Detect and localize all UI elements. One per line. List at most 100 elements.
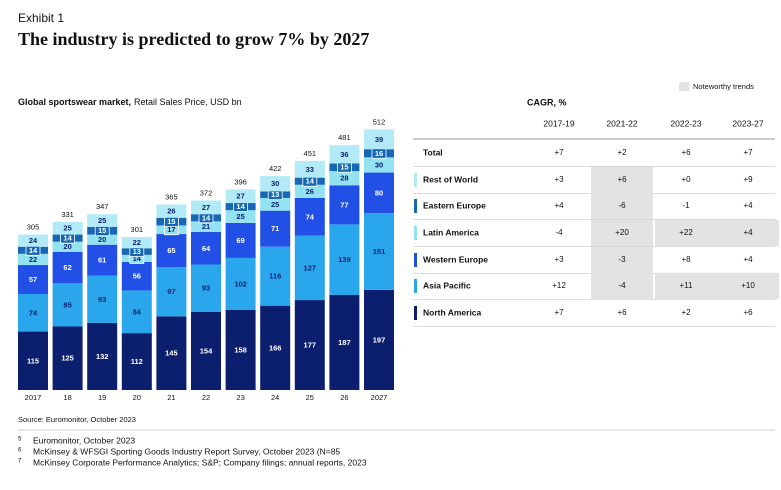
bar-segment [18,331,48,390]
segment-label: 93 [98,295,106,304]
bar-segment [260,197,291,211]
footnote-number: 5 [18,437,22,443]
segment-label: 22 [29,255,37,264]
segment-label: 14 [133,254,142,263]
cell: +12 [552,281,566,290]
bar-segment [156,267,187,317]
cell: -6 [618,201,626,210]
segment-label: 26 [306,187,314,196]
bar-segment [329,295,360,390]
segment-label: 115 [27,356,39,365]
x-tick-label: 20 [133,393,141,402]
cell: +0 [681,175,691,184]
cell: -1 [682,201,690,210]
bar-segment [121,333,152,390]
total-label: 481 [338,133,351,142]
footnote-text: McKinsey Corporate Performance Analytics… [33,457,367,467]
total-label: 396 [234,177,247,186]
bar-segment [18,265,48,294]
segment-label: 33 [306,165,314,174]
segment-label: 177 [304,341,317,350]
segment-label: 13 [271,190,279,199]
x-tick-label: 21 [167,393,175,402]
segment-label: 21 [202,222,210,231]
x-tick-label: 22 [202,393,210,402]
segment-label: 15 [98,226,106,235]
total-label: 372 [200,189,213,198]
cell: +4 [743,255,753,264]
cell: +22 [679,228,693,237]
bar-segment [121,237,152,249]
total-label: 365 [165,193,178,202]
bar-segment [52,241,83,252]
cell: +6 [617,308,627,317]
segment-label: 28 [340,174,348,183]
segment-label: 151 [373,247,386,256]
bar-segment [225,189,256,204]
exhibit-label: Exhibit 1 [18,11,64,25]
segment-label: 14 [29,246,38,255]
row-marker [414,226,417,240]
total-label: 301 [131,225,144,234]
bar-segment [52,326,83,390]
subtitle: Global sportswear market, Retail Sales Pr… [18,97,242,107]
segment-label: 132 [96,352,109,361]
segment-label: 61 [98,256,106,265]
row-label: Latin America [423,227,479,237]
highlight-cell [591,192,653,220]
bar-segment [225,222,256,258]
cell: +7 [743,148,753,157]
subtitle-rest: Retail Sales Price, USD bn [134,97,242,107]
bar-segment [18,234,48,247]
bar-segment [329,185,360,225]
footnote-number: 7 [18,459,22,465]
bar-segment [52,251,83,284]
total-label: 331 [61,210,74,219]
segment-label: 22 [133,238,141,247]
segment-label: 14 [306,177,315,186]
segment-label: 26 [167,207,175,216]
row-marker [414,253,417,267]
segment-label: 93 [202,284,210,293]
bar-segment [52,221,83,235]
row-marker [414,199,417,213]
column-header: 2017-19 [543,118,574,128]
legend-swatch [679,82,689,91]
segment-label: 25 [271,200,279,209]
bar-segment [260,305,291,390]
cell: -4 [618,281,626,290]
bar-segment [225,309,256,390]
highlight-cell [717,219,779,247]
segment-label: 64 [202,244,211,253]
x-tick-label: 25 [306,393,314,402]
segment-label: 125 [61,354,74,363]
cell: +7 [554,148,564,157]
row-label: Eastern Europe [423,200,486,210]
bar-segment [191,221,221,233]
segment-label: 139 [338,255,351,264]
highlight-cell [591,219,653,247]
bar-segment [156,316,187,390]
segment-label: 27 [236,192,244,201]
segment-label: 56 [133,272,141,281]
row-marker [414,306,417,320]
segment-label: 102 [234,279,247,288]
segment-label: 187 [338,338,351,347]
bar-segment [191,200,221,215]
segment-label: 20 [98,235,106,244]
cell: -3 [618,255,626,264]
bar-segment [191,311,221,390]
cell: +2 [681,308,691,317]
row-marker [414,173,417,187]
bar-segment [87,214,118,227]
bar-segment [191,232,221,265]
segment-label: 30 [375,160,383,169]
segment-label: 71 [271,224,279,233]
segment-label: 15 [340,163,348,172]
segment-label: 158 [234,345,247,354]
total-label: 422 [269,164,282,173]
highlight-cell [655,219,717,247]
segment-label: 14 [236,202,245,211]
segment-label: 84 [133,307,142,316]
segment-label: 197 [373,335,386,344]
